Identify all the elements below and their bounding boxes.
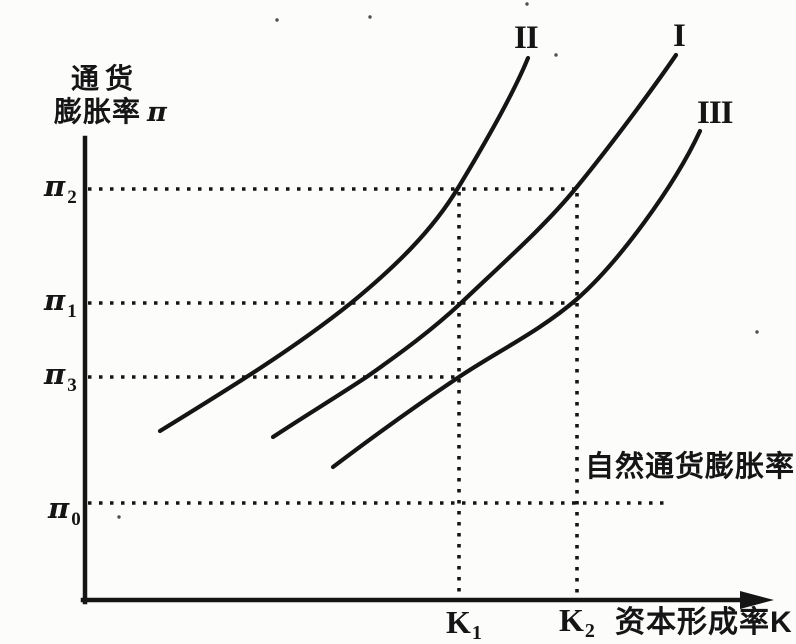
y-tick-pi2-base: π (44, 169, 66, 203)
y-tick-pi1-base: π (44, 283, 66, 317)
y-tick-pi0-base: π (48, 491, 70, 525)
natural-inflation-rate-annotation: 自然通货膨胀率 (585, 451, 796, 483)
x-tick-k1-sub: 1 (471, 622, 482, 644)
y-axis-title-line1: 通货 (71, 63, 140, 94)
curve-III (330, 128, 703, 470)
y-tick-pi1-sub: 1 (67, 301, 77, 322)
y-axis-title-line2: 膨胀率 π (54, 97, 168, 127)
pi-symbol: π (147, 97, 168, 129)
curve-II (157, 55, 531, 434)
x-tick-k2-sub: 2 (584, 620, 595, 642)
x-tick-k2: K2 (559, 602, 595, 642)
curve-label-I: I (673, 18, 686, 54)
x-tick-k2-base: K (559, 602, 584, 638)
x-tick-k1-base: K (446, 604, 471, 640)
scan-speck (554, 53, 558, 57)
curve-label-III: III (697, 95, 734, 131)
scan-speck (117, 515, 121, 519)
curve-I (270, 52, 679, 440)
curve-label-II: II (514, 20, 539, 56)
x-axis-title: 资本形成率K (615, 606, 793, 639)
scan-speck (525, 2, 529, 6)
y-axis-title: 通货 膨胀率 π (54, 64, 168, 128)
scan-speck (472, 160, 476, 164)
scan-speck (755, 330, 759, 334)
y-tick-pi0-sub: 0 (71, 509, 81, 530)
y-tick-pi3-sub: 3 (67, 375, 77, 396)
x-tick-k1: K1 (446, 604, 482, 644)
y-axis-title-line2-text: 膨胀率 (54, 96, 142, 128)
y-tick-pi3-base: π (44, 357, 66, 391)
scan-speck (275, 18, 279, 22)
x-axis-arrowhead-icon (740, 591, 774, 609)
scan-speck (368, 15, 372, 19)
y-tick-pi2-sub: 2 (67, 187, 77, 208)
